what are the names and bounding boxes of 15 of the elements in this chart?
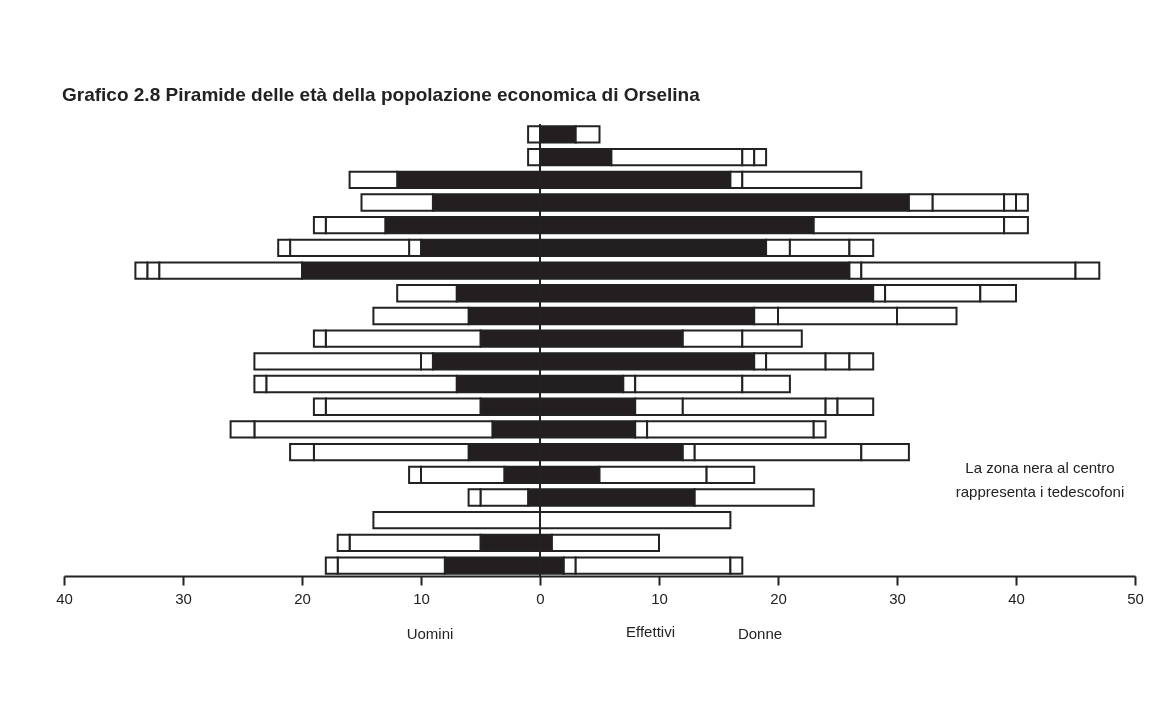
x-tick-label: 30 bbox=[175, 589, 192, 607]
x-tick-label: 20 bbox=[770, 589, 787, 607]
x-axis-title: Effettivi bbox=[626, 622, 675, 640]
text: Donne bbox=[736, 624, 784, 644]
x-tick-label: 20 bbox=[294, 589, 311, 607]
chart-title: Grafico 2.8 Piramide delle età della popolazione economica di Orselina bbox=[62, 84, 701, 105]
x-tick-label: 10 bbox=[651, 589, 668, 607]
x-tick-label: 40 bbox=[1008, 589, 1025, 607]
text: Uomini bbox=[405, 624, 455, 644]
x-tick-label: 10 bbox=[413, 589, 430, 607]
x-tick-label: 30 bbox=[889, 589, 906, 607]
x-tick-label: 0 bbox=[536, 589, 545, 607]
x-tick-label: 40 bbox=[56, 589, 73, 607]
x-tick-label: 50 bbox=[1127, 589, 1144, 607]
annotation: La zona nera al centro rappresenta i tedescofoni bbox=[954, 458, 1126, 502]
